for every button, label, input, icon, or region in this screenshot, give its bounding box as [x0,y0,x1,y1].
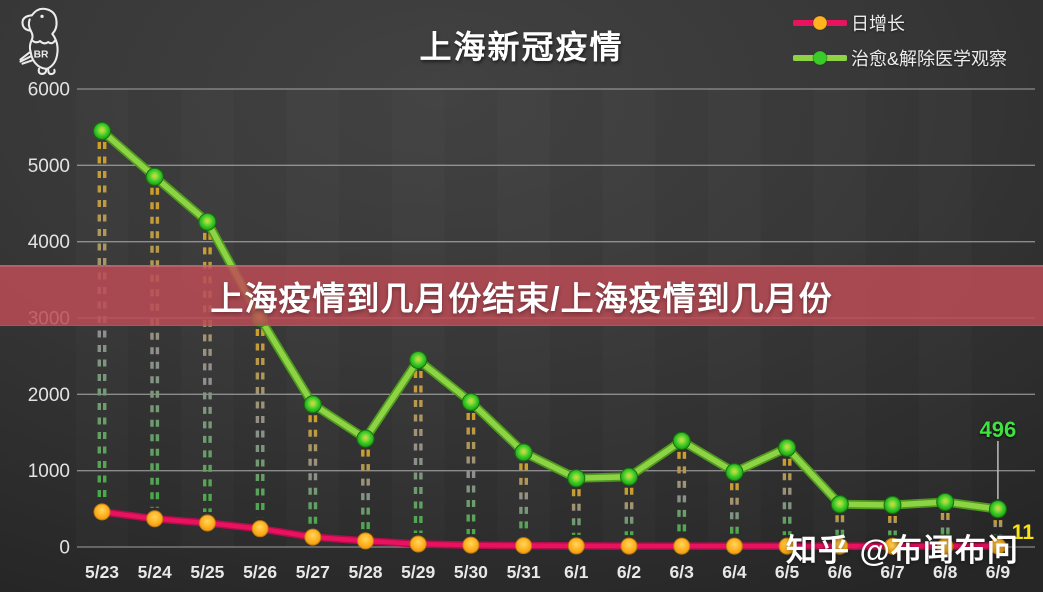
cured-marker[interactable] [672,431,691,450]
x-axis-label: 6/5 [775,562,800,582]
cured-marker[interactable] [725,463,744,482]
daily-growth-marker[interactable] [515,537,533,555]
x-axis-label: 5/25 [190,562,224,582]
daily-growth-marker[interactable] [778,537,796,555]
annotation-cured-value: 496 [980,417,1017,442]
y-axis-label: 6000 [28,80,70,101]
daily-growth-marker[interactable] [936,537,954,555]
daily-growth-marker[interactable] [831,537,849,555]
cured-marker[interactable] [303,395,322,414]
cured-marker[interactable] [778,438,797,457]
x-axis-label: 6/8 [933,562,958,582]
y-axis-label: 0 [59,538,70,559]
daily-growth-marker[interactable] [620,537,638,555]
x-axis-label: 6/6 [828,562,853,582]
daily-growth-marker[interactable] [567,537,585,555]
x-axis-label: 6/2 [617,562,642,582]
x-axis-label: 5/23 [85,562,119,582]
legend-label-cured: 治愈&解除医学观察 [851,49,1008,69]
cured-marker[interactable] [409,350,428,369]
cured-marker[interactable] [567,469,586,488]
x-axis-label: 5/24 [138,562,172,582]
x-axis-label: 6/9 [986,562,1011,582]
cured-marker[interactable] [988,500,1007,519]
x-axis-label: 5/27 [296,562,330,582]
x-axis-label: 5/26 [243,562,277,582]
legend: 日增长 治愈&解除医学观察 [793,8,1007,78]
overlay-banner-text: 上海疫情到几月份结束/上海疫情到几月份 [210,279,833,317]
daily-growth-marker[interactable] [198,514,216,532]
daily-growth-marker[interactable] [409,535,427,553]
daily-growth-marker[interactable] [884,537,901,555]
parrot-eye [40,14,44,19]
parrot-logo: BR [10,3,72,82]
daily-growth-marker[interactable] [989,537,1007,555]
x-axis-label: 5/31 [507,562,541,582]
daily-growth-marker[interactable] [251,520,269,538]
daily-growth-marker[interactable] [357,532,374,550]
legend-swatch-cured [793,50,847,66]
cured-marker[interactable] [620,467,638,486]
x-axis-label: 6/1 [564,562,589,582]
daily-growth-marker[interactable] [304,528,322,546]
overlay-banner: 上海疫情到几月份结束/上海疫情到几月份 [0,265,1043,326]
legend-item-cured[interactable]: 治愈&解除医学观察 [793,43,1007,73]
cured-marker[interactable] [356,429,375,448]
cured-marker[interactable] [145,167,164,186]
daily-growth-marker[interactable] [673,537,691,555]
daily-growth-marker[interactable] [725,537,743,555]
daily-growth-marker[interactable] [146,510,164,528]
parrot-icon: BR [19,7,59,76]
daily-growth-marker[interactable] [93,503,111,521]
y-axis-label: 1000 [28,461,70,482]
x-axis-label: 6/3 [670,562,695,582]
cured-marker[interactable] [936,492,955,511]
cured-marker[interactable] [883,496,902,515]
annotation-daily-growth-value: 11 [1012,521,1035,544]
x-axis-label: 5/29 [401,562,435,582]
watermark: 知乎 @布闻布问 [786,533,1019,568]
x-axis-label: 5/30 [454,562,488,582]
x-axis-label: 5/28 [348,562,382,582]
chart-title: 上海新冠疫情 [419,29,624,65]
cured-marker[interactable] [93,121,111,140]
y-axis-label: 4000 [28,232,70,253]
legend-item-daily-growth[interactable]: 日增长 [793,8,1007,38]
daily-growth-line [101,509,998,549]
cured-marker[interactable] [461,392,480,411]
x-axis-label: 6/4 [722,562,747,582]
x-axis-label: 6/7 [880,562,904,582]
cured-marker[interactable] [514,443,533,462]
legend-swatch-daily-growth [793,15,847,31]
y-axis-label: 2000 [28,385,70,406]
daily-growth-marker[interactable] [462,536,480,554]
legend-label-daily-growth: 日增长 [851,14,905,34]
cured-marker[interactable] [830,495,849,514]
logo-text: BR [34,49,49,60]
y-axis-label: 5000 [28,156,70,177]
cured-marker[interactable] [198,212,217,231]
